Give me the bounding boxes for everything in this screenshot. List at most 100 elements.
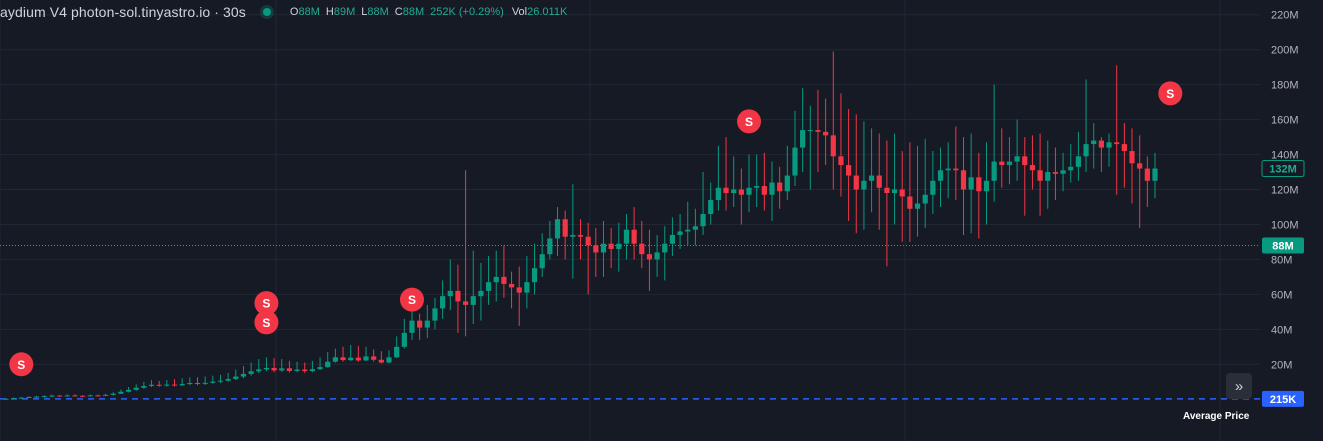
candle-body <box>792 147 798 176</box>
candle-body <box>692 226 698 230</box>
candle-body <box>1014 156 1020 162</box>
last-price-label-box <box>1261 160 1305 178</box>
candle-body <box>493 276 499 283</box>
candle-body <box>616 243 622 249</box>
candle-body <box>455 290 461 302</box>
candle-body <box>470 296 476 305</box>
open-value: 88M <box>298 6 320 18</box>
y-tick-label: 80M <box>1271 254 1292 266</box>
candle-body <box>64 395 70 397</box>
y-tick-label: 140M <box>1271 150 1299 162</box>
y-tick-label: 40M <box>1271 324 1292 336</box>
candle-body <box>440 296 446 309</box>
candle-body <box>953 168 959 171</box>
candle-body <box>95 395 101 397</box>
close-key: C <box>394 6 403 18</box>
candle-body <box>26 396 32 398</box>
candle-body <box>823 131 829 136</box>
candle-body <box>899 189 905 197</box>
candle-body <box>317 367 323 370</box>
candle-body <box>133 387 139 390</box>
candle-body <box>355 357 361 361</box>
candle-body <box>1083 144 1089 157</box>
candle-body <box>110 393 116 395</box>
candle-body <box>156 384 162 386</box>
candle-body <box>202 382 208 384</box>
candle-body <box>394 346 400 358</box>
candle-body <box>646 254 653 260</box>
candle-body <box>547 238 553 255</box>
last-price-label: 132M <box>1269 164 1297 176</box>
sell-marker-label: S <box>745 115 753 129</box>
candle-body <box>830 135 836 157</box>
market-status-icon[interactable] <box>259 5 274 19</box>
high-key: H <box>325 6 334 18</box>
chart-legend: aydium V4 photon-sol.tinyastro.io · 30s … <box>0 3 573 21</box>
candle-body <box>187 383 193 385</box>
candle-body <box>639 243 645 255</box>
candle-body <box>784 175 790 192</box>
candle-body <box>409 320 415 333</box>
candle-body <box>1075 156 1081 167</box>
low-key: L <box>361 6 368 18</box>
candle-body <box>1052 172 1059 174</box>
candle-body <box>968 177 974 190</box>
candle-body <box>125 389 132 392</box>
candle-body <box>240 373 247 377</box>
candle-body <box>263 367 270 370</box>
candle-body <box>348 357 354 361</box>
candle-body <box>769 182 775 195</box>
candle-body <box>815 130 821 132</box>
y-tick-label: 60M <box>1271 289 1292 301</box>
candle-body <box>57 395 63 397</box>
average-price-value-box <box>1262 390 1304 407</box>
y-tick-label: 200M <box>1271 45 1299 57</box>
candle-body <box>884 187 890 194</box>
sell-marker-label: S <box>17 358 25 372</box>
sell-marker <box>9 352 34 377</box>
candle-body <box>1060 170 1066 174</box>
candle-body <box>524 282 530 293</box>
sell-marker-label: S <box>262 316 270 330</box>
candle-body <box>754 186 760 188</box>
candle-body <box>700 213 706 227</box>
candle-body <box>386 357 392 363</box>
candle-body <box>1022 156 1028 166</box>
candle-body <box>478 290 484 297</box>
candle-body <box>302 369 308 372</box>
candle-body <box>148 384 155 386</box>
candle-body <box>1114 142 1120 145</box>
volume-key: Vol <box>511 6 528 18</box>
candle-body <box>371 356 377 360</box>
candle-body <box>669 234 676 244</box>
candle-body <box>891 189 898 194</box>
candle-body <box>761 186 767 195</box>
candle-body <box>746 187 752 195</box>
candle-body <box>861 180 867 190</box>
candle-body <box>937 170 944 181</box>
candle-body <box>102 394 109 396</box>
candle-body <box>325 361 331 368</box>
candle-body <box>508 283 515 288</box>
candle-body <box>248 371 254 374</box>
candle-body <box>1129 151 1135 164</box>
candle-body <box>562 219 568 237</box>
candle-body <box>1152 168 1158 181</box>
candle-body <box>225 378 231 381</box>
candle-body <box>194 383 201 385</box>
candle-body <box>593 245 599 253</box>
candle-body <box>731 189 737 194</box>
candle-body <box>256 369 262 372</box>
candle-body <box>171 384 178 386</box>
candle-body <box>417 320 423 328</box>
candle-body <box>914 203 921 209</box>
symbol-title: aydium V4 photon-sol.tinyastro.io · 30s <box>0 4 246 20</box>
change-value: 252K (+0.29%) <box>430 6 504 18</box>
candle-body <box>1091 140 1097 145</box>
scroll-to-realtime-button[interactable]: » <box>1226 373 1252 399</box>
high-value: 89M <box>333 6 356 18</box>
candle-body <box>600 243 607 253</box>
candle-body <box>907 196 913 209</box>
